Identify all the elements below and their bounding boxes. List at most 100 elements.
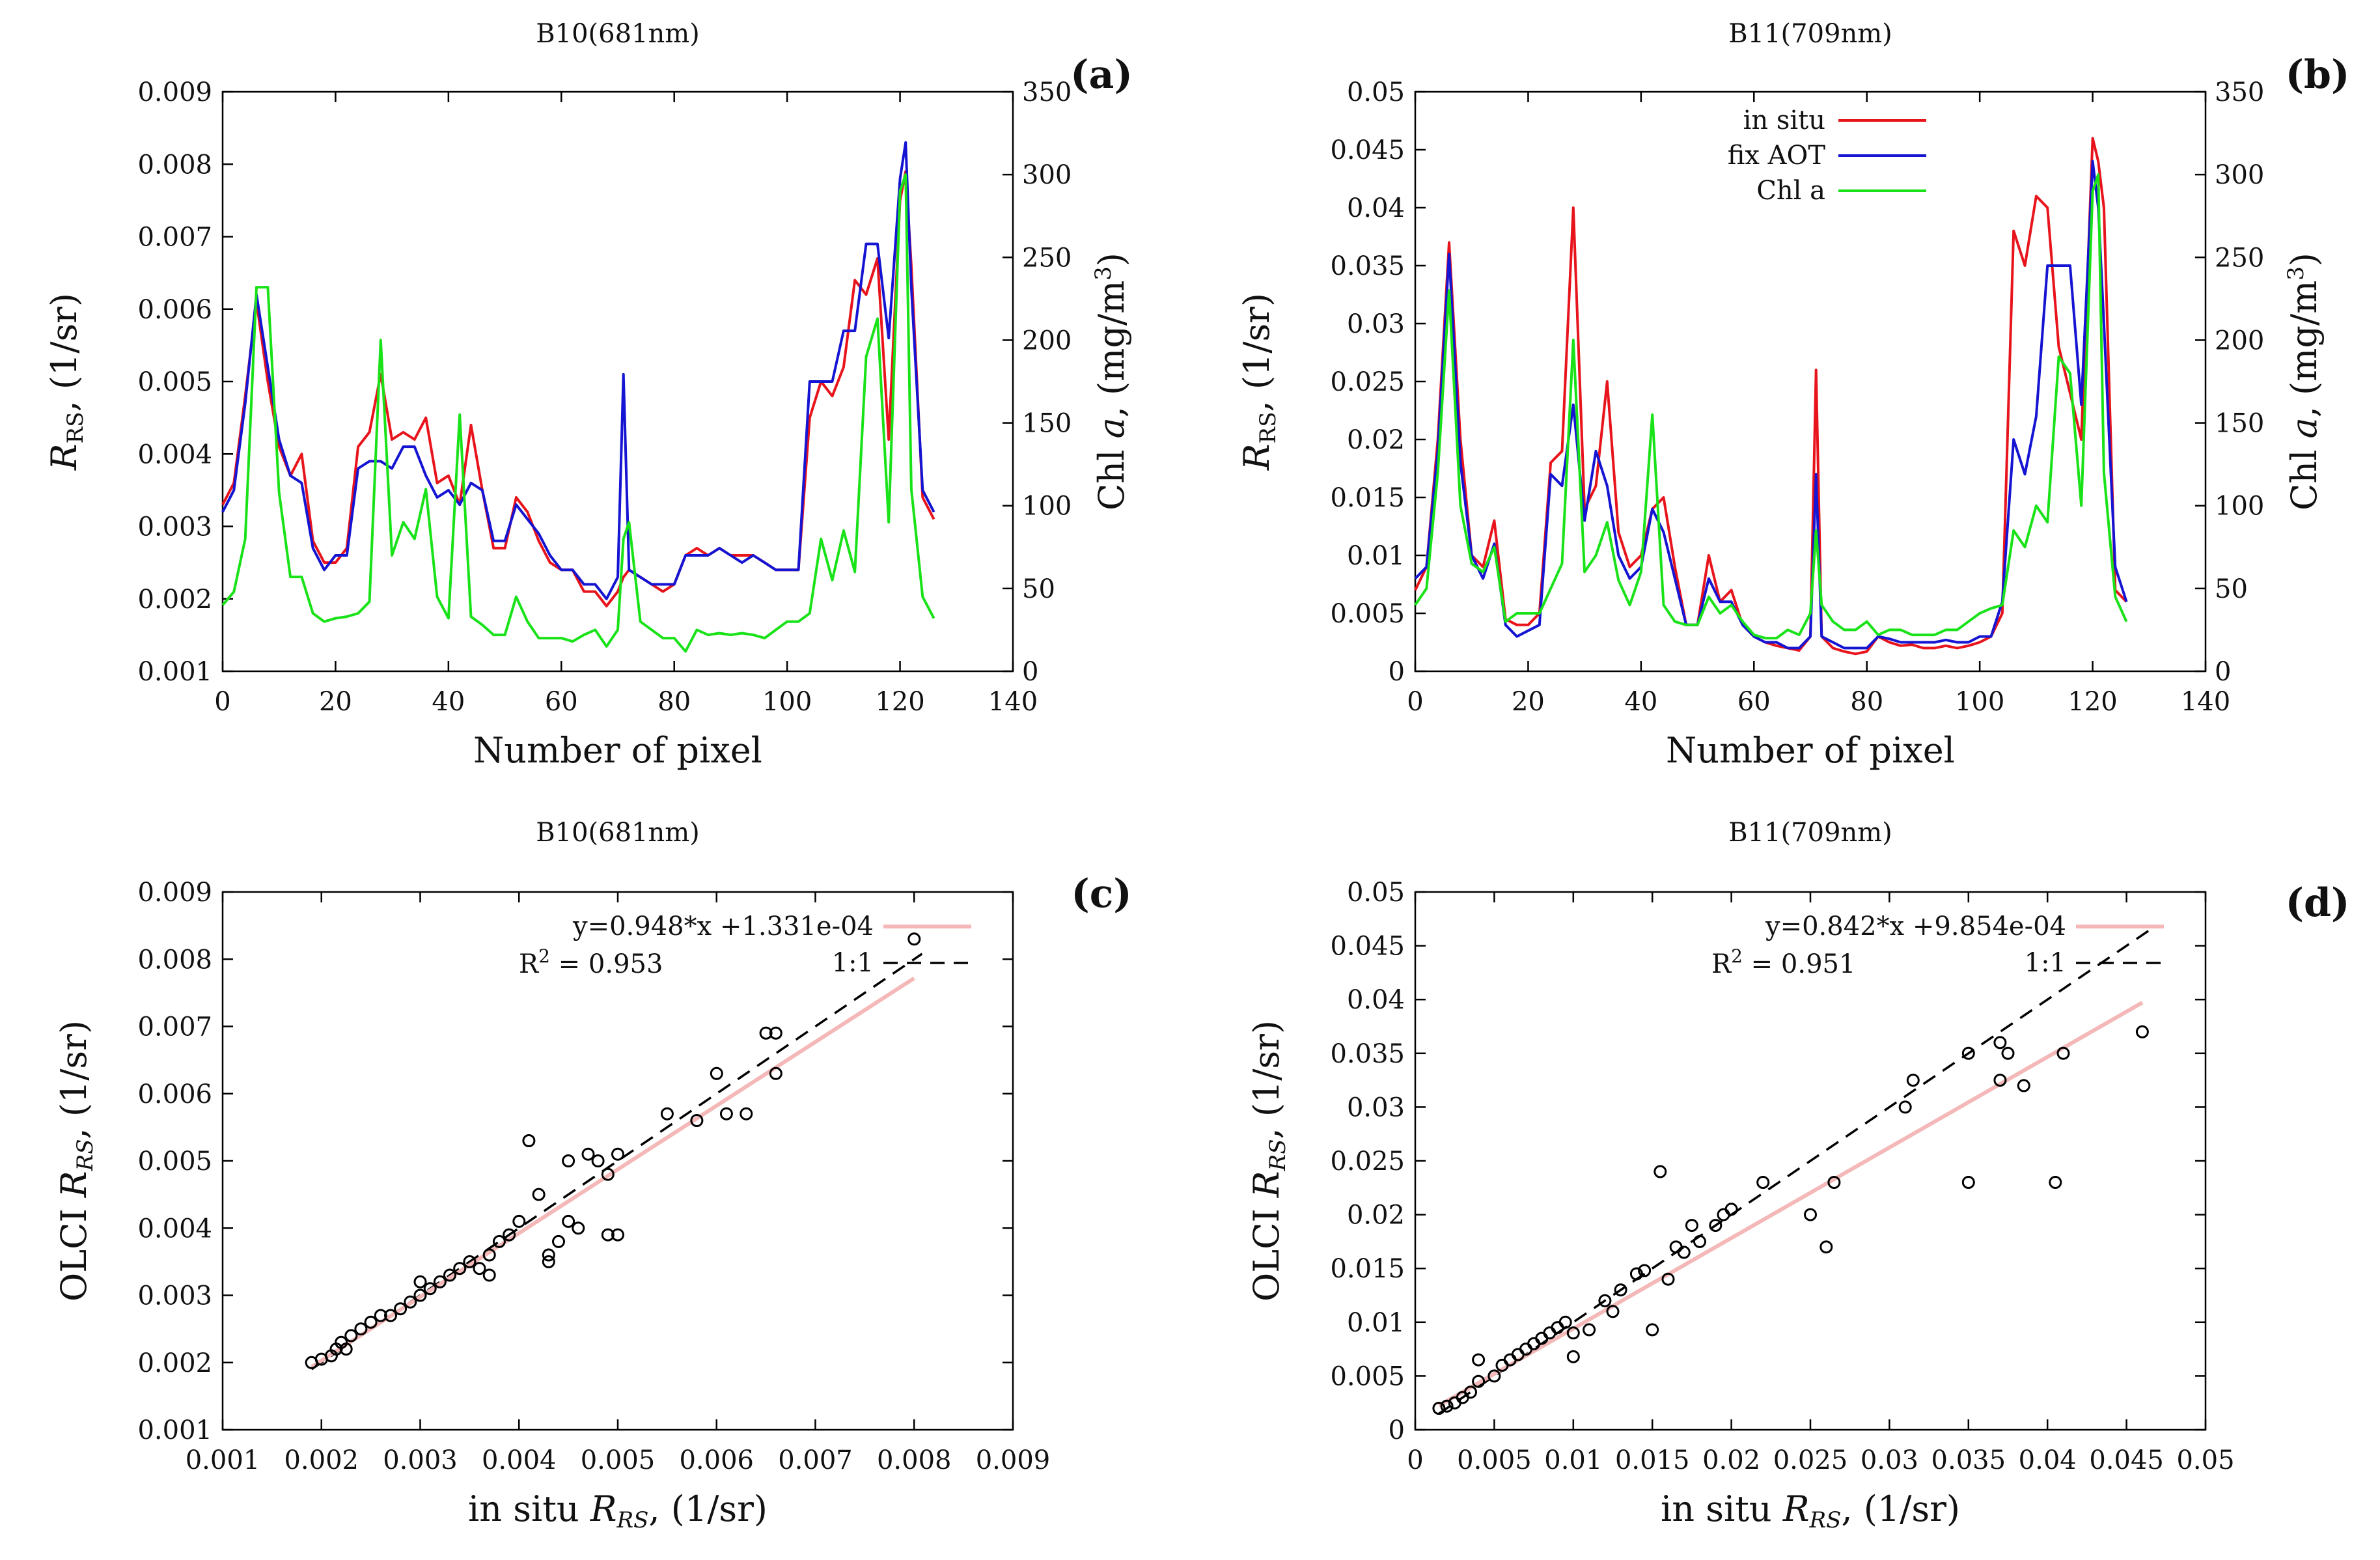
- x-tick-label: 0.004: [482, 1445, 557, 1475]
- y2-label-a: a: [2284, 417, 2325, 438]
- scatter-point: [907, 932, 921, 946]
- y2-axis-label: Chl a, (mg/m3): [2283, 253, 2325, 510]
- scatter-point: [1756, 1176, 1770, 1189]
- series-line-fix-aot: [1414, 160, 2128, 650]
- x-tick-label: 0: [214, 687, 230, 717]
- scatter-point: [1566, 1350, 1580, 1363]
- r2-value: = 0.953: [550, 949, 663, 979]
- y-tick-label: 0.001: [137, 1415, 212, 1445]
- scatter-point: [769, 1066, 782, 1080]
- y2-label-sup: 3: [2283, 266, 2309, 281]
- y-label-tail: , (1/sr): [53, 1020, 94, 1139]
- scatter-point: [1598, 1294, 1612, 1307]
- y-tick-label: 0.01: [1347, 1308, 1405, 1338]
- x-tick-label: 60: [545, 687, 578, 717]
- scatter-point: [443, 1268, 456, 1282]
- scatter-point: [601, 1228, 615, 1242]
- scatter-point: [1535, 1331, 1549, 1345]
- x-axis-label: in situ RRS, (1/sr): [468, 1488, 768, 1533]
- y-tick-label: 0.003: [137, 1281, 212, 1311]
- y-tick-label: 0.001: [137, 657, 212, 687]
- x-tick-label: 0.025: [1773, 1445, 1848, 1475]
- scatter-point: [394, 1302, 408, 1316]
- x-tick-label: 140: [2181, 687, 2230, 717]
- y-tick-label: 0: [1389, 1415, 1405, 1445]
- scatter-point: [572, 1221, 585, 1235]
- y-label-sub: RS: [1255, 411, 1281, 443]
- scatter-point: [1827, 1176, 1841, 1189]
- x-tick-label: 0.002: [284, 1445, 359, 1475]
- y-label-r: R: [1246, 1171, 1287, 1198]
- scatter-point: [1709, 1219, 1723, 1233]
- y-tick-label: 0.03: [1347, 1093, 1405, 1122]
- x-label-sub: RS: [1809, 1507, 1842, 1533]
- chart-title: B10(681nm): [536, 19, 700, 49]
- scatter-point: [710, 1066, 723, 1080]
- scatter-point: [769, 1026, 782, 1040]
- scatter-point: [423, 1282, 437, 1296]
- scatter-point: [1638, 1264, 1652, 1277]
- x-tick-label: 60: [1737, 687, 1771, 717]
- scatter-point: [719, 1107, 733, 1121]
- scatter-point: [1898, 1100, 1912, 1114]
- x-tick-label: 40: [1624, 687, 1657, 717]
- chart-title: B10(681nm): [536, 818, 700, 848]
- one-to-one-label: 1:1: [832, 948, 874, 978]
- scatter-point: [2017, 1079, 2030, 1093]
- chart-panel-c: B10(681nm) (c) 0.001 0.002 0.003 0.004 0.005 0.…: [53, 818, 1132, 1533]
- scatter-point: [453, 1262, 467, 1275]
- y2-tick-label: 350: [2215, 77, 2264, 107]
- series-line-chl-a: [1414, 173, 2128, 640]
- x-tick-label: 0.009: [976, 1445, 1051, 1475]
- y2-tick-label: 200: [1022, 326, 1072, 355]
- fit-line: [1437, 1001, 2144, 1408]
- scatter-point: [660, 1107, 674, 1121]
- y2-tick-label: 300: [1022, 160, 1072, 190]
- scatter-point: [1464, 1386, 1477, 1399]
- y2-tick-label: 250: [2215, 243, 2264, 273]
- scatter-point: [1440, 1399, 1454, 1413]
- r2-sup: 2: [1731, 945, 1743, 967]
- x-tick-label: 0.008: [877, 1445, 952, 1475]
- fit-equation: y=0.842*x +9.854e-04: [1765, 912, 2066, 941]
- scatter-point: [542, 1255, 555, 1268]
- x-tick-label: 0.006: [679, 1445, 754, 1475]
- scatter-point: [2056, 1046, 2070, 1060]
- scatter-point: [1629, 1267, 1643, 1281]
- x-tick-label: 0.005: [1457, 1445, 1532, 1475]
- scatter-point: [1654, 1165, 1667, 1178]
- scatter-point: [601, 1167, 615, 1181]
- x-tick-label: 0.05: [2176, 1445, 2234, 1475]
- scatter-point: [413, 1288, 427, 1302]
- y-tick-label: 0.009: [137, 77, 212, 107]
- x-tick-label: 0.035: [1931, 1445, 2006, 1475]
- scatter-point: [1804, 1208, 1817, 1221]
- y-label-tail: , (1/sr): [44, 293, 85, 412]
- legend-label: fix AOT: [1728, 141, 1826, 171]
- y-tick-label: 0.002: [137, 585, 212, 615]
- y-tick-label: 0.005: [1330, 1361, 1405, 1391]
- y-tick-label: 0.002: [137, 1348, 212, 1378]
- x-tick-label: 120: [2068, 687, 2117, 717]
- y2-label-chl: Chl: [1091, 438, 1132, 510]
- scatter-point: [552, 1234, 565, 1248]
- scatter-point: [503, 1228, 516, 1242]
- scatter-point: [759, 1026, 773, 1040]
- y2-label-close: ): [1091, 253, 1132, 266]
- scatter-point: [532, 1188, 546, 1201]
- scatter-point: [1472, 1374, 1486, 1388]
- y-tick-label: 0.025: [1330, 367, 1405, 397]
- panel-label: (d): [2286, 880, 2350, 926]
- y2-tick-label: 350: [1022, 77, 1072, 107]
- y2-tick-label: 250: [1022, 243, 1072, 273]
- r2-value: = 0.951: [1743, 949, 1855, 979]
- y-axis-label: RRS, (1/sr): [1236, 293, 1281, 471]
- x-tick-label: 0.04: [2019, 1445, 2077, 1475]
- scatter-point: [1993, 1074, 2007, 1087]
- y-tick-label: 0.004: [137, 1214, 212, 1244]
- series-line-in-situ: [1414, 137, 2128, 656]
- y-label-tail: , (1/sr): [1236, 293, 1277, 412]
- x-label-pre: in situ: [1661, 1488, 1783, 1529]
- y2-tick-label: 150: [1022, 409, 1072, 439]
